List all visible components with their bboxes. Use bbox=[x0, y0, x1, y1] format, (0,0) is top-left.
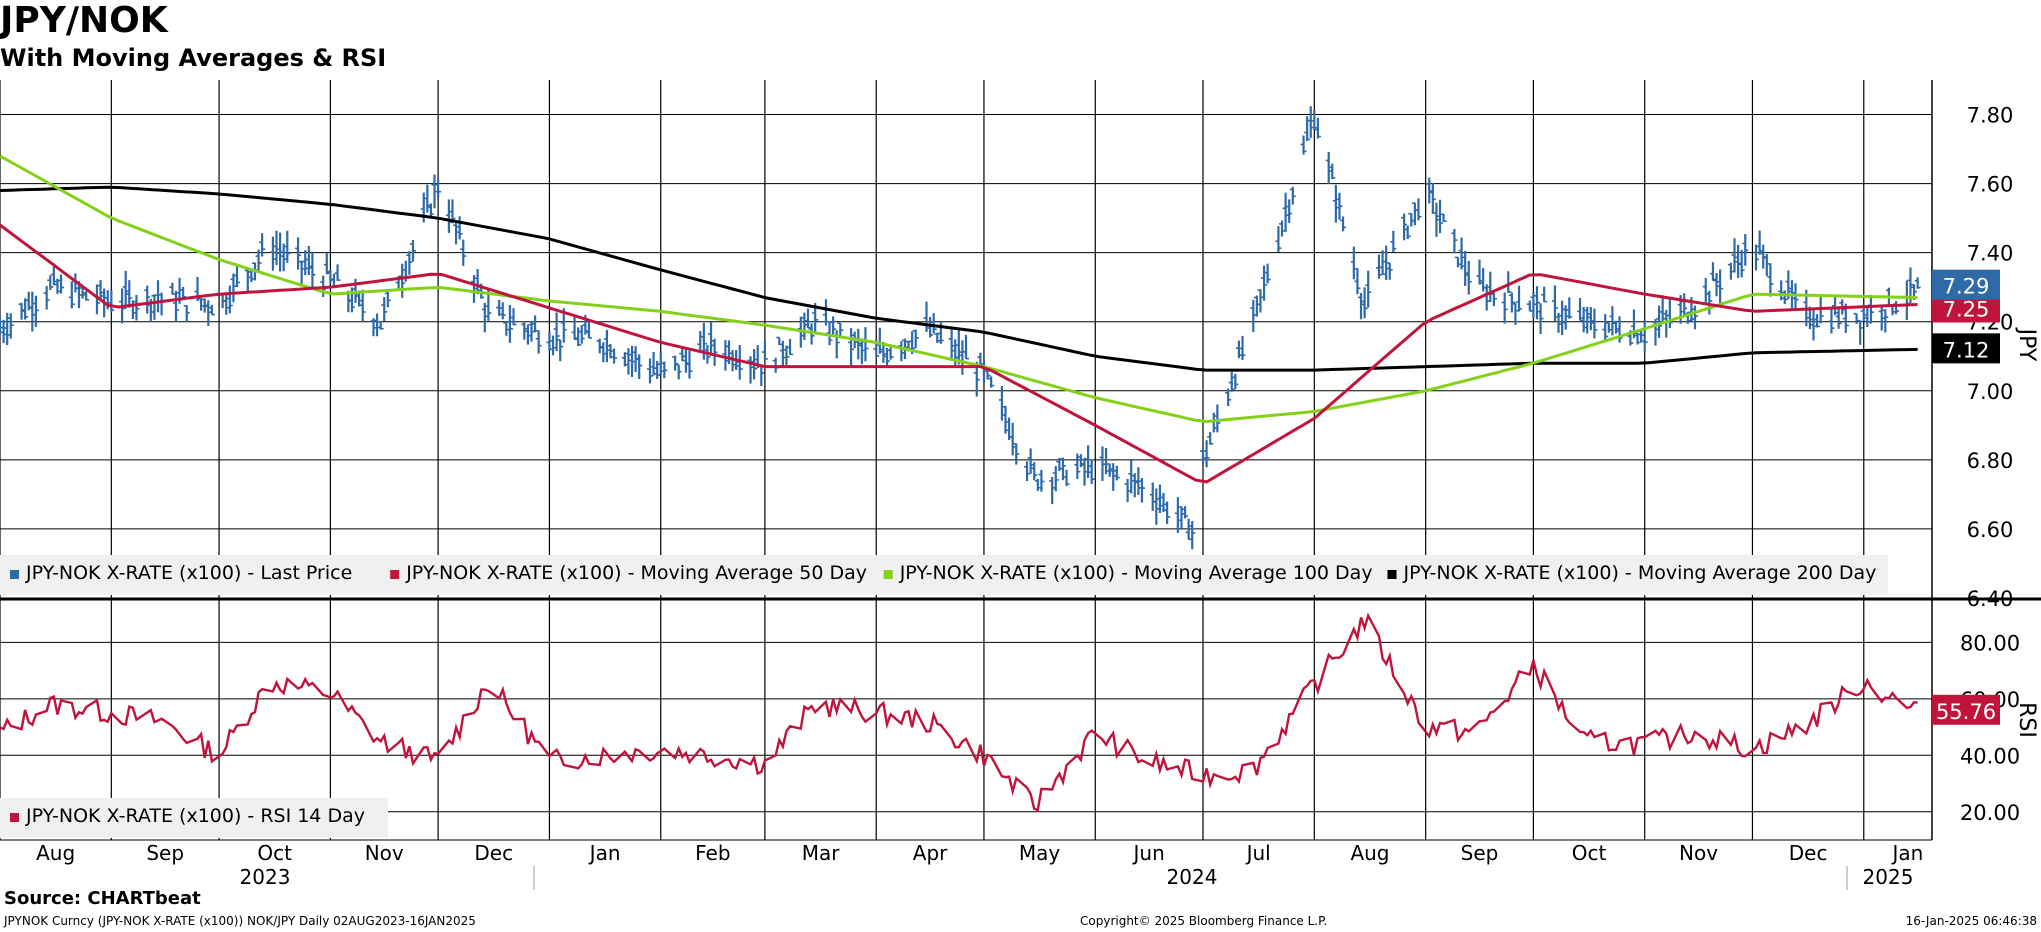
legends: JPY-NOK X-RATE (x100) - Last Price JPY-NO… bbox=[0, 555, 1888, 838]
ma100-line bbox=[0, 154, 1918, 424]
month-tick-label: Nov bbox=[365, 841, 404, 865]
ma200-line bbox=[0, 185, 1918, 372]
month-tick-label: Jan bbox=[588, 841, 621, 865]
legend-swatch bbox=[10, 813, 19, 822]
chart-subtitle: With Moving Averages & RSI bbox=[0, 44, 387, 72]
rsi-axis-label: RSI bbox=[2014, 702, 2039, 738]
month-tick-label: Jan bbox=[1890, 841, 1923, 865]
rsi-line bbox=[0, 612, 1918, 812]
legend-swatch bbox=[883, 570, 893, 579]
price-last-value-box bbox=[1932, 269, 2000, 300]
footer-copyright: Copyright© 2025 Bloomberg Finance L.P. bbox=[1080, 914, 1328, 928]
footer-ticker: JPYNOK Curncy (JPY-NOK X-RATE (x100)) NO… bbox=[4, 914, 476, 928]
month-tick-label: Oct bbox=[257, 841, 292, 865]
grid bbox=[0, 80, 1932, 840]
year-tick-label: 2023 bbox=[240, 865, 291, 889]
month-tick-label: Dec bbox=[1789, 841, 1828, 865]
month-tick-label: Mar bbox=[802, 841, 841, 865]
axes: Aug Sep Oct Nov Dec Jan Feb Mar Apr May Jun Jul Aug S… bbox=[0, 80, 2041, 890]
rsi-last-value-box bbox=[1932, 694, 2000, 725]
footer-timestamp: 16-Jan-2025 06:46:38 bbox=[1905, 914, 2037, 928]
price-last-value: 7.29 bbox=[1943, 275, 1990, 299]
price-tick-label: 7.40 bbox=[1967, 242, 2014, 266]
legend-swatch bbox=[10, 570, 19, 579]
legend-label: JPY-NOK X-RATE (x100) - Moving Average 2… bbox=[1403, 562, 1877, 584]
legend-label: JPY-NOK X-RATE (x100) - Moving Average 5… bbox=[405, 562, 867, 584]
month-tick-label: Feb bbox=[695, 841, 730, 865]
month-tick-label: May bbox=[1019, 841, 1061, 865]
rsi-legend-background bbox=[0, 798, 388, 838]
month-tick-label: Oct bbox=[1572, 841, 1607, 865]
rsi-series bbox=[0, 612, 1918, 812]
rsi-tick-label: 80.00 bbox=[1960, 631, 2020, 655]
legend-swatch bbox=[1387, 570, 1397, 579]
ma200-last-value: 7.12 bbox=[1943, 338, 1990, 362]
month-tick-label: Jul bbox=[1245, 841, 1271, 865]
month-tick-label: Aug bbox=[1350, 841, 1389, 865]
month-tick-label: Nov bbox=[1679, 841, 1718, 865]
month-tick-label: Sep bbox=[146, 841, 184, 865]
month-tick-label: Apr bbox=[913, 841, 948, 865]
legend-label: JPY-NOK X-RATE (x100) - Last Price bbox=[25, 562, 352, 584]
price-tick-label: 6.80 bbox=[1967, 449, 2014, 473]
month-tick-label: Jun bbox=[1132, 841, 1165, 865]
price-tick-label: 7.00 bbox=[1967, 380, 2014, 404]
year-tick-label: 2025 bbox=[1863, 865, 1914, 889]
price-legend-background bbox=[0, 555, 1888, 595]
year-tick-label: 2024 bbox=[1167, 865, 1218, 889]
moving-average-lines bbox=[0, 154, 1918, 484]
ma50-line bbox=[0, 223, 1918, 484]
month-tick-label: Dec bbox=[474, 841, 513, 865]
legend-label: JPY-NOK X-RATE (x100) - RSI 14 Day bbox=[25, 805, 365, 827]
price-tick-label: 7.60 bbox=[1967, 173, 2014, 197]
month-tick-label: Aug bbox=[36, 841, 75, 865]
last-value-labels: 7.257.29 7.12 55.76 bbox=[1932, 269, 2000, 725]
rsi-tick-label: 40.00 bbox=[1960, 744, 2020, 768]
chart-title: JPY/NOK bbox=[0, 0, 168, 41]
price-tick-label: 7.80 bbox=[1967, 104, 2014, 128]
source-note: Source: CHARTbeat bbox=[4, 888, 201, 909]
ma50-last-value: 7.25 bbox=[1943, 297, 1990, 321]
ma200-last-value-box bbox=[1932, 333, 2000, 364]
rsi-tick-label: 20.00 bbox=[1960, 801, 2020, 825]
price-tick-label: 6.60 bbox=[1967, 518, 2014, 542]
rsi-last-value: 55.76 bbox=[1936, 700, 1996, 724]
legend-swatch bbox=[390, 570, 400, 579]
legend-label: JPY-NOK X-RATE (x100) - Moving Average 1… bbox=[899, 562, 1373, 584]
price-axis-label: JPY bbox=[2014, 327, 2039, 362]
month-tick-label: Sep bbox=[1461, 841, 1499, 865]
